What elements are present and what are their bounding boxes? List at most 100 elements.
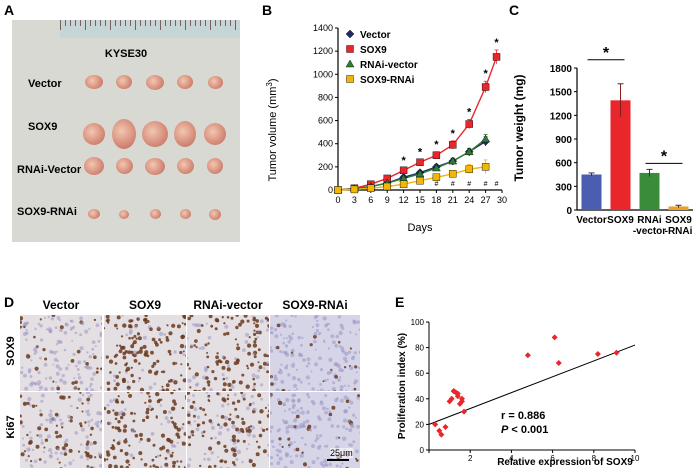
nucleus [253, 332, 257, 336]
nucleus [27, 396, 32, 402]
nucleus [112, 455, 117, 460]
nucleus [151, 458, 155, 462]
b-data-point [449, 141, 457, 149]
ruler-tick [210, 20, 211, 30]
nucleus [187, 398, 191, 403]
nucleus [122, 355, 127, 360]
nucleus [339, 398, 344, 403]
nucleus [195, 323, 200, 328]
nucleus [136, 317, 140, 321]
nucleus [30, 359, 33, 362]
nucleus [129, 453, 134, 458]
nucleus [211, 370, 215, 374]
nucleus [313, 334, 317, 339]
b-data-point [432, 173, 441, 181]
nucleus [29, 431, 32, 434]
nucleus [170, 443, 176, 448]
nucleus [207, 342, 210, 345]
nucleus [29, 375, 33, 378]
panel-letter-b: B [262, 2, 273, 18]
b-data-point [481, 83, 490, 91]
tumor-sample [119, 209, 129, 219]
nucleus [279, 368, 282, 371]
nucleus [88, 385, 92, 388]
nucleus [248, 403, 252, 407]
panel-letter-a: A [4, 2, 15, 18]
c-category-label: -vector [633, 226, 666, 237]
nucleus [223, 390, 227, 391]
nucleus [169, 352, 172, 356]
nucleus [138, 349, 143, 354]
nucleus [135, 337, 138, 340]
nucleus [86, 397, 91, 402]
b-data-point [334, 186, 342, 194]
nucleus [117, 420, 121, 424]
nucleus [207, 383, 211, 387]
nucleus [59, 418, 62, 422]
nucleus [245, 332, 250, 337]
nucleus [322, 390, 327, 391]
nucleus [343, 409, 348, 414]
nucleus [201, 431, 204, 434]
nucleus [189, 423, 192, 426]
nucleus [94, 421, 100, 426]
nucleus [154, 465, 160, 468]
ihc-tile [20, 315, 102, 391]
nucleus [25, 328, 28, 331]
nucleus [355, 333, 358, 336]
ruler-tick [110, 20, 111, 30]
nucleus [267, 404, 269, 407]
nucleus [207, 457, 211, 462]
nucleus [56, 392, 60, 394]
nucleus [311, 387, 315, 391]
nucleus [159, 340, 163, 344]
nucleus [184, 395, 186, 398]
nucleus [76, 368, 80, 371]
nucleus [138, 362, 141, 365]
nucleus [138, 377, 141, 380]
nucleus [335, 464, 339, 468]
nucleus [349, 365, 354, 371]
nucleus [318, 356, 322, 361]
nucleus [250, 425, 253, 428]
nucleus [123, 439, 128, 444]
c-category-label: SOX9 [607, 215, 634, 226]
nucleus [321, 406, 327, 411]
nucleus [90, 418, 94, 422]
nucleus [316, 445, 321, 450]
nucleus [252, 377, 255, 381]
nucleus [270, 411, 273, 415]
nucleus [59, 325, 64, 330]
nucleus [131, 353, 134, 356]
nucleus [184, 431, 186, 434]
nucleus [262, 361, 267, 366]
nucleus [293, 390, 297, 391]
nucleus [70, 417, 73, 420]
tumor-sample [146, 74, 164, 90]
nucleus [351, 390, 354, 391]
nucleus [319, 461, 324, 466]
nucleus [326, 378, 329, 381]
nucleus [158, 389, 163, 391]
nucleus [290, 363, 296, 368]
nucleus [196, 423, 199, 426]
nucleus [288, 407, 291, 411]
nucleus [258, 365, 263, 370]
nucleus [314, 362, 319, 367]
nucleus [290, 424, 295, 429]
nucleus [241, 417, 244, 421]
nucleus [243, 315, 248, 318]
nucleus [323, 445, 326, 448]
nucleus [295, 447, 300, 452]
nucleus [347, 443, 351, 446]
nucleus [159, 404, 163, 407]
e-x-tick-label: 6 [550, 454, 555, 463]
nucleus [319, 368, 324, 372]
nucleus [210, 451, 214, 455]
nucleus [217, 456, 219, 458]
nucleus [282, 341, 285, 345]
b-y-tick-label: 200 [318, 162, 333, 172]
nucleus [132, 350, 137, 355]
ruler-tick [60, 20, 61, 30]
